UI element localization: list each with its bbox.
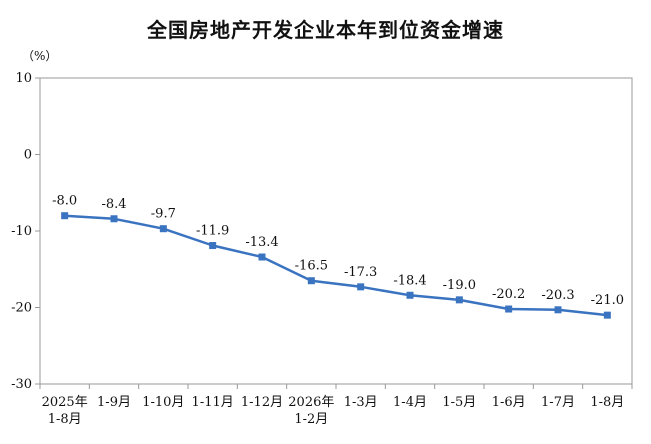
data-point [110,215,118,223]
data-label: -9.7 [151,207,176,222]
x-tick-label: 2025年 1-8月 [42,395,88,427]
y-tick-label: -10 [11,224,32,239]
x-tick-label: 1-4月 [393,395,427,410]
data-label: -8.4 [101,197,126,212]
x-tick-label: 1-10月 [142,395,184,410]
data-label: -20.2 [492,287,525,302]
x-tick-label: 1-7月 [541,395,575,410]
y-axis-unit-label: （%） [22,49,57,63]
x-tick-label: 1-9月 [97,395,131,410]
data-label: -16.5 [295,259,328,274]
data-label: -13.4 [245,235,278,250]
series-line [64,214,608,317]
data-point [209,242,217,250]
y-tick-label: -30 [11,377,32,392]
data-point [603,311,611,319]
data-label: -21.0 [591,293,624,308]
data-point [505,305,513,313]
data-point [159,225,167,233]
y-tick-label: 0 [24,148,32,163]
data-label: -19.0 [443,278,476,293]
data-label: -11.9 [196,224,229,239]
x-tick-label: 1-12月 [241,395,283,410]
data-label: -18.4 [393,273,426,288]
plot-area-border [39,77,633,385]
x-tick-label: 1-6月 [492,395,526,410]
data-label: -8.0 [52,194,77,209]
data-label: -17.3 [344,265,377,280]
data-point [307,277,315,285]
x-tick-label: 2026年 1-2月 [288,395,334,427]
y-tick-label: -20 [11,301,32,316]
y-tick-label: 10 [15,71,32,86]
data-point [554,306,562,314]
x-tick-label: 1-3月 [344,395,378,410]
x-tick-label: 1-5月 [442,395,476,410]
data-point [455,296,463,304]
x-tick-label: 1-8月 [590,395,624,410]
data-point [357,283,365,291]
data-point [61,212,69,220]
data-point [406,291,414,299]
data-label: -20.3 [541,288,574,303]
data-point [258,253,266,261]
chart-title: 全国房地产开发企业本年到位资金增速 [147,18,504,42]
x-tick-label: 1-11月 [192,395,234,410]
